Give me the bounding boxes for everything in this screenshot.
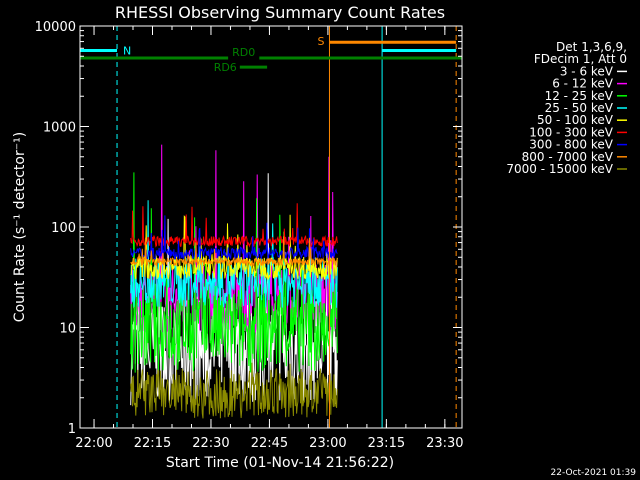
x-tick-label-0: 22:00: [75, 436, 112, 451]
series-line-7: [130, 236, 338, 268]
y-tick-label-3: 1000: [43, 121, 76, 136]
annotation-label-0: N: [123, 45, 131, 58]
legend-entry-6: 300 - 800 keV: [529, 138, 613, 152]
series-line-2: [130, 172, 338, 373]
legend-header-0: Det 1,3,6,9,: [556, 40, 627, 54]
x-tick-label-2: 22:30: [192, 436, 229, 451]
series-line-4: [130, 214, 338, 281]
footer-date: 22-Oct-2021 01:39: [551, 468, 637, 478]
legend-entry-1: 6 - 12 keV: [552, 77, 614, 91]
legend-entry-5: 100 - 300 keV: [529, 125, 613, 139]
chart-title: RHESSI Observing Summary Count Rates: [115, 3, 445, 22]
legend-entry-4: 50 - 100 keV: [537, 113, 614, 127]
legend-entry-7: 800 - 7000 keV: [522, 150, 614, 164]
series-line-6: [130, 215, 338, 261]
legend-entry-8: 7000 - 15000 keV: [506, 162, 613, 176]
legend-entry-0: 3 - 6 keV: [560, 64, 614, 78]
annotation-label-1: S: [317, 35, 324, 48]
y-tick-label-2: 100: [51, 221, 76, 236]
x-axis-label: Start Time (01-Nov-14 21:56:22): [166, 455, 394, 471]
series-line-3: [130, 200, 338, 308]
series-traces: [130, 144, 338, 419]
x-tick-label-4: 23:00: [309, 436, 346, 451]
x-tick-label-5: 23:15: [368, 436, 405, 451]
plot-area: N S RD0 RD6 1 10 100 1000 10000 22:00 22:15 22:30 22…: [35, 20, 464, 451]
series-line-8: [130, 362, 338, 419]
x-tick-label-1: 22:15: [134, 436, 171, 451]
annotation-label-3: RD6: [214, 61, 237, 74]
annotation-label-2: RD0: [232, 46, 255, 59]
y-axis-label: Count Rate (s⁻¹ detector⁻¹): [12, 132, 28, 322]
y-tick-label-0: 1: [68, 422, 76, 437]
legend-entry-2: 12 - 25 keV: [545, 89, 614, 103]
legend-entry-3: 25 - 50 keV: [545, 101, 614, 115]
x-tick-label-6: 23:30: [426, 436, 463, 451]
x-tick-label-3: 22:45: [251, 436, 288, 451]
y-tick-label-1: 10: [59, 322, 76, 337]
y-tick-label-4: 10000: [35, 20, 76, 35]
legend-header-1: FDecim 1, Att 0: [534, 52, 627, 66]
